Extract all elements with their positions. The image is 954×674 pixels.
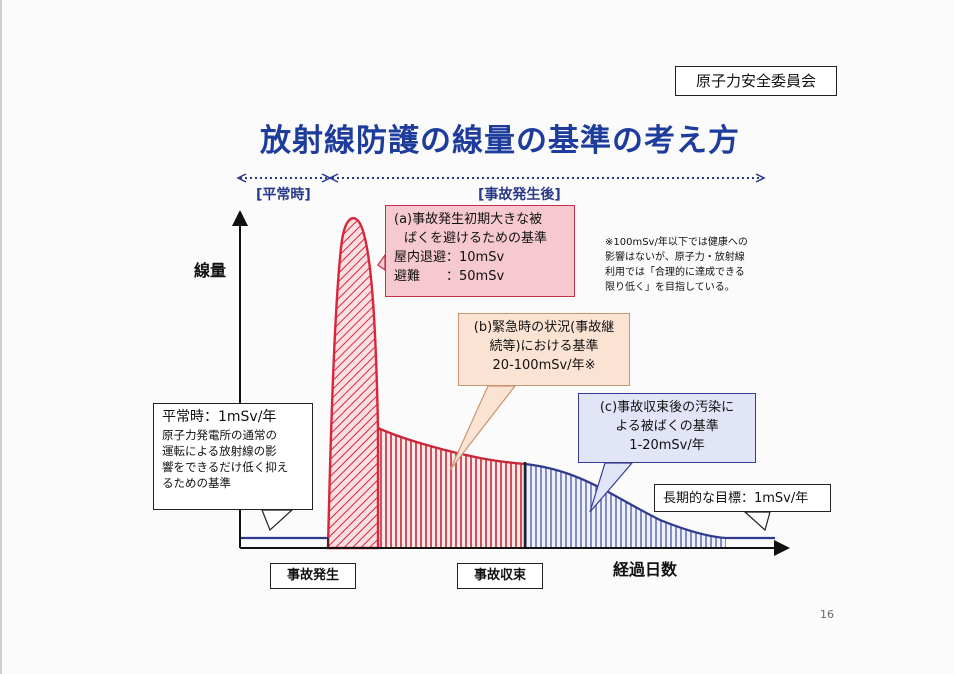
box-a-line2: ばくを避けるための基準 [404,231,548,246]
box-c-line2: よる被ばくの基準 [615,419,719,434]
normal-box-heading: 平常時：1mSv/年 [162,409,277,425]
normal-box-line1: 原子力発電所の通常の [162,428,277,442]
phase-c-curve [524,462,775,540]
callout-box-a: (a)事故発生初期大きな被 ばくを避けるための基準 屋内退避：10mSv 避難 … [385,205,575,297]
callout-box-c: (c)事故収束後の汚染に よる被ばくの基準 1-20mSv/年 [578,393,756,463]
note-line3: 利用では「合理的に達成できる [605,267,745,278]
note-line4: 限り低く」を目指している。 [605,282,735,293]
box-b-pointer [449,385,517,471]
page-number: 16 [820,608,834,621]
range-normal-arrow [236,173,332,183]
normal-box-line3: 響をできるだけ低く抑え [162,460,289,474]
goal-box-pointer [743,511,771,532]
long-term-goal-box: 長期的な目標：1mSv/年 [654,484,831,512]
footnote: ※100mSv/年以下では健康への 影響はないが、原子力・放射線 利用では「合理… [605,235,805,295]
box-c-pointer [589,462,634,513]
box-a-line1: (a)事故発生初期大きな被 [394,212,543,227]
box-a-line4: 避難 ：50mSv [394,269,505,284]
organization-label: 原子力安全委員会 [675,66,837,96]
phase-b-area [378,428,525,548]
box-c-line1: (c)事故収束後の汚染に [599,400,735,415]
normal-time-box: 平常時：1mSv/年 原子力発電所の通常の 運転による放射線の影 響をできるだけ… [153,403,313,510]
y-axis-label: 線量 [194,261,227,280]
event-accident-label: 事故発生 [270,563,356,589]
normal-box-line4: るための基準 [162,476,231,490]
page-title: 放射線防護の線量の基準の考え方 [260,123,740,159]
box-a-line3: 屋内退避：10mSv [394,250,505,265]
normal-box-pointer [261,509,294,532]
box-c-line3: 1-20mSv/年 [629,438,705,453]
callout-box-b: (b)緊急時の状況(事故継 続等)における基準 20-100mSv/年※ [458,313,630,386]
box-b-line3: 20-100mSv/年※ [492,358,596,373]
box-a-pointer [377,253,386,272]
phase-a-peak [326,216,380,550]
range-normal-label: [平常時] [256,187,311,203]
event-convergence-label: 事故収束 [457,563,543,589]
box-b-line2: 続等)における基準 [489,339,599,354]
normal-box-line2: 運転による放射線の影 [162,444,277,458]
range-after-accident-label: [事故発生後] [478,187,561,203]
note-line1: ※100mSv/年以下では健康への [605,237,748,248]
phase-b-curve [377,426,526,466]
x-axis-label: 経過日数 [613,560,678,579]
page-left-edge [0,0,2,674]
box-b-line1: (b)緊急時の状況(事故継 [473,320,615,335]
range-after-accident-arrow [328,173,766,183]
note-line2: 影響はないが、原子力・放射線 [605,252,745,263]
